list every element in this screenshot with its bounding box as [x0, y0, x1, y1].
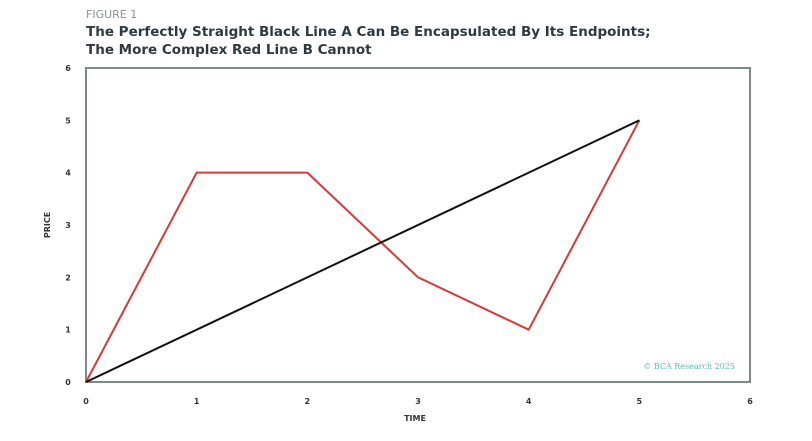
- y-tick-label: 3: [65, 221, 71, 230]
- x-tick-label: 2: [305, 397, 311, 406]
- y-tick-label: 5: [65, 116, 71, 125]
- series-line-line-a: [85, 119, 640, 383]
- y-tick-label: 2: [65, 273, 71, 282]
- x-tick-label: 4: [526, 397, 532, 406]
- series-line-line-b: [85, 119, 641, 383]
- chart-title-line1: The Perfectly Straight Black Line A Can …: [86, 24, 651, 40]
- x-tick-label: 3: [415, 397, 421, 406]
- source-note: © BCA Research 2025: [643, 362, 735, 371]
- y-tick-label: 1: [65, 326, 71, 335]
- chart-title: The Perfectly Straight Black Line A Can …: [86, 23, 651, 59]
- y-tick-label: 4: [65, 169, 71, 178]
- y-axis-label: PRICE: [43, 212, 52, 238]
- figure-label: FIGURE 1: [86, 8, 138, 21]
- x-tick-label: 5: [637, 397, 643, 406]
- x-axis-label: TIME: [404, 414, 426, 423]
- chart-title-line2: The More Complex Red Line B Cannot: [86, 42, 372, 58]
- x-tick-label: 0: [83, 397, 89, 406]
- y-tick-label: 0: [65, 378, 71, 387]
- x-tick-label: 6: [747, 397, 753, 406]
- x-tick-label: 1: [194, 397, 200, 406]
- plot-frame: [85, 67, 751, 383]
- y-tick-label: 6: [65, 64, 71, 73]
